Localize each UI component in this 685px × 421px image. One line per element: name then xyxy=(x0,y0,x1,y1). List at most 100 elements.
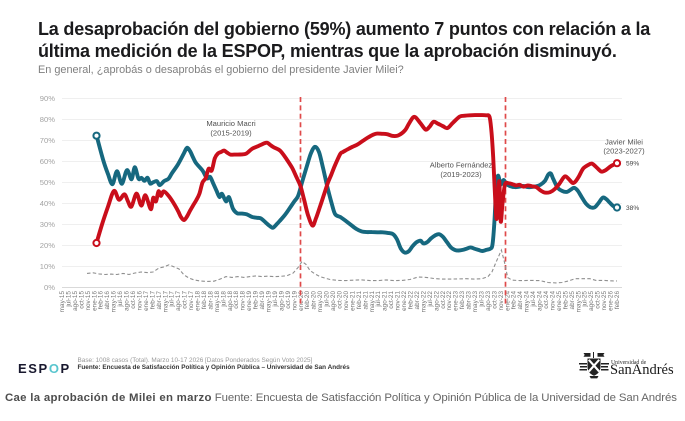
svg-text:feb-24: feb-24 xyxy=(511,291,518,310)
svg-text:may-25: may-25 xyxy=(575,291,582,313)
svg-text:70%: 70% xyxy=(40,136,55,145)
svg-text:(2015-2019): (2015-2019) xyxy=(210,129,252,138)
svg-text:nov-16: nov-16 xyxy=(136,291,143,311)
svg-text:(2019-2023): (2019-2023) xyxy=(440,170,482,179)
svg-text:nov-22: nov-22 xyxy=(446,291,453,311)
svg-text:abr-25: abr-25 xyxy=(569,291,576,310)
svg-text:oct-15: oct-15 xyxy=(78,291,85,309)
svg-text:ago-17: ago-17 xyxy=(175,291,182,311)
svg-text:ago-24: ago-24 xyxy=(537,291,544,311)
svg-text:jul-18: jul-18 xyxy=(220,291,227,308)
svg-text:Javier Milei: Javier Milei xyxy=(605,138,643,147)
svg-text:0%: 0% xyxy=(44,283,55,292)
svg-text:59%: 59% xyxy=(626,161,639,168)
svg-text:jul-20: jul-20 xyxy=(324,291,331,308)
svg-text:38%: 38% xyxy=(626,205,639,212)
svg-text:Alberto Fernández: Alberto Fernández xyxy=(430,161,493,170)
svg-text:may-17: may-17 xyxy=(162,291,169,313)
svg-text:abr-21: abr-21 xyxy=(362,291,369,310)
svg-text:(2023-2027): (2023-2027) xyxy=(603,147,645,156)
svg-text:may-20: may-20 xyxy=(317,291,324,313)
svg-text:may-19: may-19 xyxy=(266,291,273,313)
svg-text:feb-23: feb-23 xyxy=(459,291,466,310)
svg-text:ago-15: ago-15 xyxy=(72,291,79,311)
svg-text:ago-22: ago-22 xyxy=(433,291,440,311)
svg-text:20%: 20% xyxy=(40,241,55,250)
svg-text:80%: 80% xyxy=(40,115,55,124)
svg-text:ago-18: ago-18 xyxy=(227,291,234,311)
svg-text:feb-19: feb-19 xyxy=(253,291,260,310)
svg-text:ago-16: ago-16 xyxy=(124,291,131,311)
svg-text:ene-16: ene-16 xyxy=(91,291,98,311)
svg-text:may-18: may-18 xyxy=(214,291,221,313)
svg-text:ene-23: ene-23 xyxy=(453,291,460,311)
svg-text:oct-23: oct-23 xyxy=(491,291,498,309)
svg-text:10%: 10% xyxy=(40,262,55,271)
svg-text:ene-22: ene-22 xyxy=(401,291,408,311)
svg-text:jul-15: jul-15 xyxy=(66,291,73,308)
svg-text:oct-16: oct-16 xyxy=(130,291,137,309)
svg-text:nov-25: nov-25 xyxy=(601,291,608,311)
svg-text:jul-16: jul-16 xyxy=(117,291,124,308)
svg-text:ene-18: ene-18 xyxy=(195,291,202,311)
svg-text:oct-19: oct-19 xyxy=(285,291,292,309)
svg-text:feb-20: feb-20 xyxy=(304,291,311,310)
svg-text:jul-22: jul-22 xyxy=(427,291,434,308)
svg-text:ene-17: ene-17 xyxy=(143,291,150,311)
svg-text:may-22: may-22 xyxy=(420,291,427,313)
svg-text:feb-25: feb-25 xyxy=(562,291,569,310)
svg-text:ago-23: ago-23 xyxy=(485,291,492,311)
svg-text:may-24: may-24 xyxy=(524,291,531,313)
svg-text:feb-21: feb-21 xyxy=(356,291,363,310)
svg-text:abr-22: abr-22 xyxy=(414,291,421,310)
svg-text:40%: 40% xyxy=(40,199,55,208)
svg-text:jul-25: jul-25 xyxy=(582,291,589,308)
svg-text:oct-17: oct-17 xyxy=(182,291,189,309)
svg-text:60%: 60% xyxy=(40,157,55,166)
svg-text:abr-24: abr-24 xyxy=(517,291,524,310)
svg-text:oct-18: oct-18 xyxy=(233,291,240,309)
svg-text:feb-22: feb-22 xyxy=(408,291,415,310)
svg-text:50%: 50% xyxy=(40,178,55,187)
svg-text:abr-18: abr-18 xyxy=(207,291,214,310)
svg-text:ago-21: ago-21 xyxy=(382,291,389,311)
svg-text:nov-18: nov-18 xyxy=(240,291,247,311)
svg-text:ago-25: ago-25 xyxy=(588,291,595,311)
svg-text:jul-23: jul-23 xyxy=(479,291,486,308)
svg-text:may-15: may-15 xyxy=(59,291,66,313)
svg-text:nov-21: nov-21 xyxy=(395,291,402,311)
svg-text:abr-20: abr-20 xyxy=(311,291,318,310)
svg-text:abr-17: abr-17 xyxy=(156,291,163,310)
svg-text:nov-24: nov-24 xyxy=(550,291,557,311)
svg-text:may-16: may-16 xyxy=(111,291,118,313)
svg-text:abr-23: abr-23 xyxy=(466,291,473,310)
svg-text:nov-23: nov-23 xyxy=(498,291,505,311)
svg-text:oct-22: oct-22 xyxy=(440,291,447,309)
svg-text:ene-19: ene-19 xyxy=(246,291,253,311)
svg-text:oct-20: oct-20 xyxy=(337,291,344,309)
svg-text:ene-26: ene-26 xyxy=(608,291,615,311)
svg-text:oct-21: oct-21 xyxy=(388,291,395,309)
svg-text:nov-19: nov-19 xyxy=(291,291,298,311)
svg-text:ene-24: ene-24 xyxy=(504,291,511,311)
svg-text:nov-17: nov-17 xyxy=(188,291,195,311)
svg-text:abr-19: abr-19 xyxy=(259,291,266,310)
svg-text:Mauricio Macri: Mauricio Macri xyxy=(206,119,256,128)
svg-text:feb-16: feb-16 xyxy=(98,291,105,310)
svg-text:ene-25: ene-25 xyxy=(556,291,563,311)
svg-text:feb-18: feb-18 xyxy=(201,291,208,310)
svg-text:feb-26: feb-26 xyxy=(614,291,621,310)
svg-text:90%: 90% xyxy=(40,94,55,103)
svg-text:nov-15: nov-15 xyxy=(85,291,92,311)
svg-text:may-23: may-23 xyxy=(472,291,479,313)
svg-text:jul-19: jul-19 xyxy=(272,291,279,308)
svg-text:ene-21: ene-21 xyxy=(349,291,356,311)
svg-text:jul-24: jul-24 xyxy=(530,291,537,308)
svg-text:abr-16: abr-16 xyxy=(104,291,111,310)
svg-text:ago-19: ago-19 xyxy=(278,291,285,311)
svg-text:jul-21: jul-21 xyxy=(375,291,382,308)
svg-text:oct-25: oct-25 xyxy=(595,291,602,309)
svg-text:may-21: may-21 xyxy=(369,291,376,313)
svg-text:30%: 30% xyxy=(40,220,55,229)
svg-text:jul-17: jul-17 xyxy=(169,291,176,308)
